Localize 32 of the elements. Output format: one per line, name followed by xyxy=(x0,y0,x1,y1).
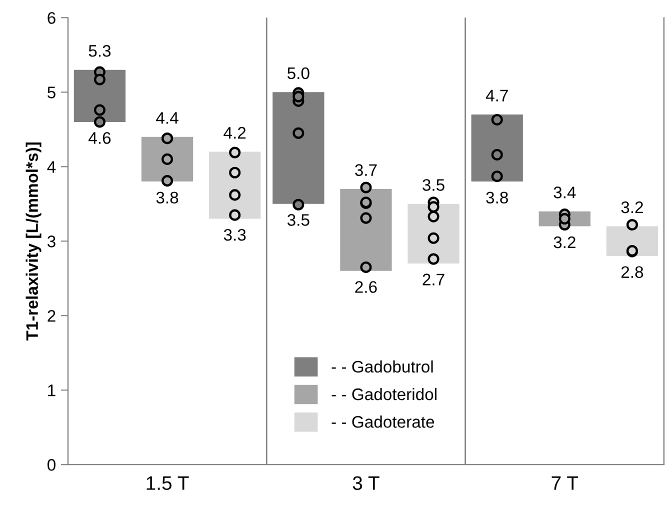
y-tick-label: 1 xyxy=(48,384,56,396)
annotation: 3.2 xyxy=(554,236,576,248)
annotation: 4.4 xyxy=(156,112,178,124)
annotation: 3.5 xyxy=(422,179,444,191)
annotation: 2.6 xyxy=(355,281,377,293)
y-tick-label: 6 xyxy=(48,12,56,24)
annotation: 3.8 xyxy=(486,192,508,204)
annotation: 3.7 xyxy=(355,164,377,176)
x-tick-label: 1.5 T xyxy=(146,476,189,490)
y-tick-label: 2 xyxy=(48,310,56,322)
annotation: 3.3 xyxy=(224,228,246,241)
annotation: 3.5 xyxy=(287,214,310,226)
legend-label: - - Gadobutrol xyxy=(332,360,433,373)
x-tick-label: 7 T xyxy=(552,476,578,490)
y-tick-label: 0 xyxy=(48,459,56,471)
annotation: 4.7 xyxy=(486,90,508,102)
legend-label: - - Gadoteridol xyxy=(332,388,436,400)
y-tick-label: 5 xyxy=(48,86,56,98)
y-tick-label: 4 xyxy=(47,161,56,173)
y-tick-label: 3 xyxy=(47,236,56,248)
y-axis-title: T1-relaxivity [L/(mmol*s)] xyxy=(26,142,42,341)
annotation: 4.6 xyxy=(88,132,111,144)
annotation: 5.3 xyxy=(88,45,111,57)
annotation: 5.0 xyxy=(287,67,310,80)
annotation: 3.2 xyxy=(621,201,643,214)
annotation: 3.4 xyxy=(554,186,576,198)
annotation: 4.2 xyxy=(224,126,246,139)
annotation: 2.7 xyxy=(422,274,444,286)
x-tick-label: 3 T xyxy=(352,476,380,490)
annotation: 2.8 xyxy=(621,266,644,278)
annotation: 3.8 xyxy=(156,192,178,204)
legend-label: - - Gadoterate xyxy=(332,416,434,428)
